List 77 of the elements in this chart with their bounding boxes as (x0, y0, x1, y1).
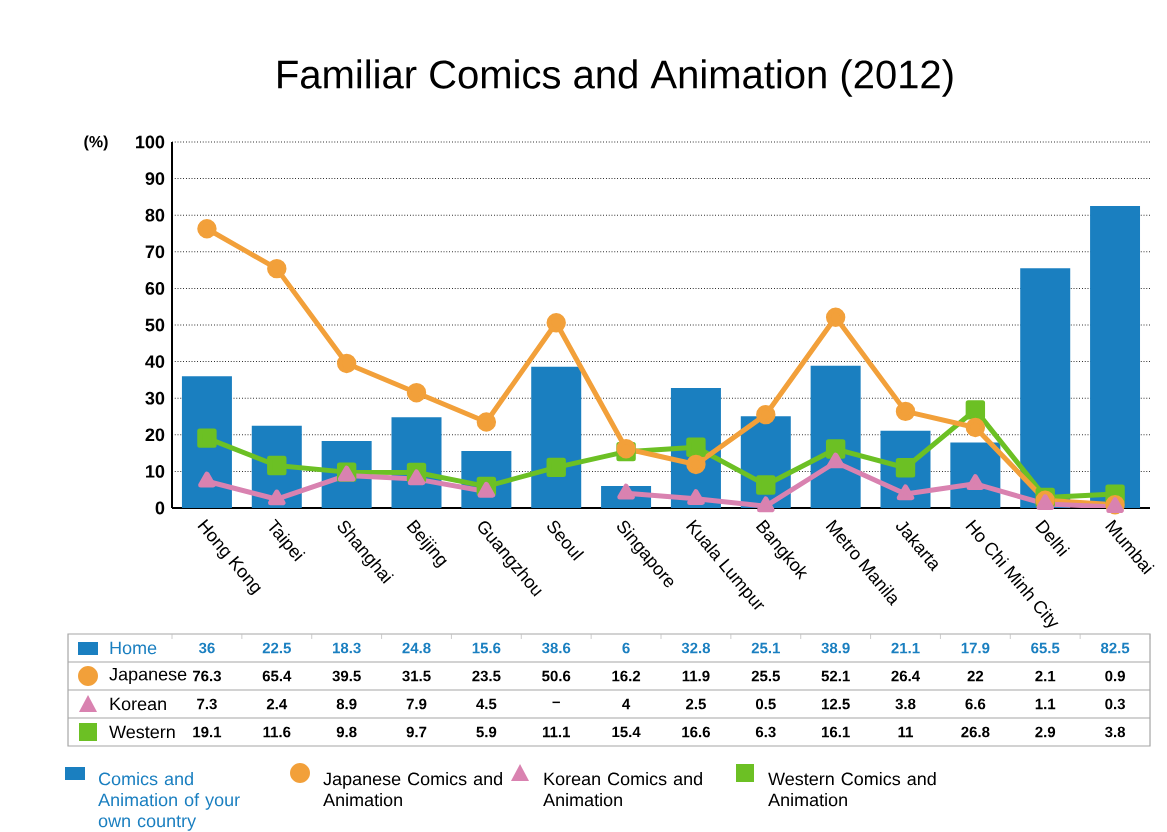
data-label: 2.1 (1035, 670, 1056, 682)
y-tick-label: 0 (155, 501, 165, 515)
data-label: 16.2 (612, 670, 641, 682)
legend-label: Japanese Comics and Animation (323, 772, 502, 807)
data-label: 31.5 (402, 670, 431, 682)
data-label: 32.8 (681, 642, 711, 654)
data-label: 21.1 (891, 642, 920, 654)
data-label: 7.3 (197, 698, 217, 710)
y-tick-label: 60 (145, 282, 165, 295)
data-label: 2.5 (686, 698, 706, 710)
data-label: 50.6 (542, 670, 571, 682)
text: Home (110, 641, 157, 655)
data-label: 11.1 (542, 726, 570, 738)
data-label: 22.5 (262, 642, 291, 654)
data-label: 26.4 (891, 670, 921, 682)
data-label: 3.8 (895, 698, 916, 710)
legend-label: Western Comics and Animation (768, 772, 936, 807)
data-label: 8.9 (336, 698, 357, 710)
y-axis-title: (%) (84, 135, 108, 151)
data-label: 2.4 (266, 698, 288, 710)
data-label: 15.6 (472, 642, 501, 654)
data-label: 6.3 (755, 726, 776, 738)
data-label: 25.1 (751, 642, 780, 654)
data-label: 19.1 (193, 726, 222, 738)
data-label: 36 (198, 642, 215, 654)
data-label: 65.4 (262, 670, 292, 682)
text: Western (109, 725, 175, 739)
data-label: 0.3 (1105, 698, 1125, 710)
text: Japanese (109, 667, 187, 685)
data-label: 4 (622, 698, 631, 710)
data-label: 7.9 (406, 698, 427, 710)
data-label: 11 (898, 726, 914, 738)
data-label: 6 (622, 642, 630, 654)
data-label: 23.5 (472, 670, 501, 682)
data-label: 22 (967, 670, 984, 682)
data-label: 25.5 (751, 670, 780, 682)
data-label: 0.9 (1105, 670, 1125, 682)
y-tick-label: 50 (145, 318, 165, 332)
data-label: 38.6 (541, 642, 571, 654)
data-label: 4.5 (476, 698, 497, 710)
data-label: 65.5 (1031, 642, 1060, 654)
data-label: 2.9 (1035, 726, 1056, 738)
data-label: 12.5 (821, 698, 850, 710)
data-label: 38.9 (821, 642, 850, 654)
y-tick-label: 90 (145, 172, 165, 185)
data-label: 6.6 (965, 698, 986, 710)
legend-label: Comics and Animation of your own country (98, 772, 240, 831)
y-tick-label: 100 (136, 135, 165, 149)
text: – (552, 701, 560, 704)
data-label: 1.1 (1035, 698, 1056, 710)
data-label: 5.9 (476, 726, 497, 738)
data-label: 11.6 (263, 726, 291, 738)
data-label: 39.5 (332, 670, 361, 682)
y-tick-label: 40 (145, 355, 165, 368)
data-label: 11.9 (682, 670, 710, 682)
data-label: 17.9 (961, 642, 990, 654)
data-label: 82.5 (1100, 642, 1130, 654)
data-label: 52.1 (821, 670, 850, 682)
y-tick-label: 20 (145, 428, 165, 442)
legend-label: Korean Comics and Animation (543, 772, 702, 807)
data-label: 24.8 (402, 642, 431, 654)
data-label: 9.8 (336, 726, 357, 738)
data-label: 16.1 (821, 726, 850, 738)
y-tick-label: 70 (145, 245, 165, 259)
data-label: 16.6 (682, 726, 710, 738)
data-label: 9.7 (406, 726, 427, 738)
chart-title: Familiar Comics and Animation (2012) (278, 59, 953, 97)
y-tick-label: 10 (146, 465, 165, 478)
data-label: 26.8 (961, 726, 990, 738)
data-label: 3.8 (1105, 726, 1126, 738)
data-label: 15.4 (612, 726, 641, 738)
data-label: 18.3 (332, 642, 361, 654)
text: Korean (110, 697, 166, 711)
data-label: 76.3 (192, 670, 221, 682)
y-tick-label: 80 (145, 208, 165, 222)
y-tick-label: 30 (145, 391, 165, 405)
data-label: 0.5 (755, 698, 776, 710)
